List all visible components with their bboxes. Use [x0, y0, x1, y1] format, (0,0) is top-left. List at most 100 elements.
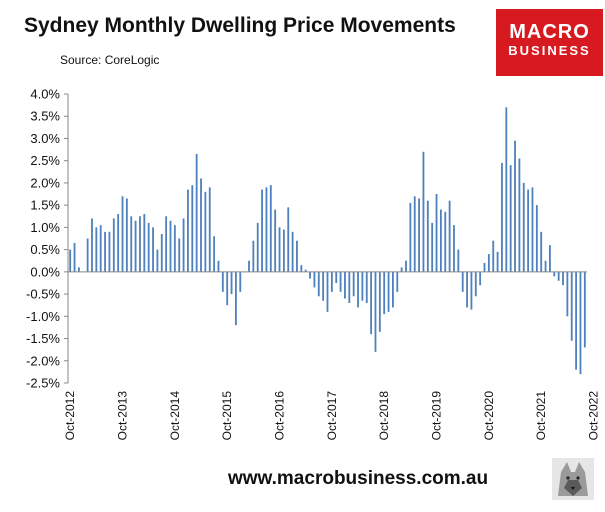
bar [531, 187, 534, 272]
bar [317, 271, 320, 297]
bar [422, 151, 425, 272]
bar [204, 191, 207, 272]
bar [387, 271, 390, 312]
bar [200, 178, 202, 272]
bar [152, 227, 154, 272]
bar [496, 251, 499, 272]
bar [112, 218, 115, 272]
bar [453, 225, 455, 272]
bar [143, 214, 146, 272]
x-tick-label: Oct-2019 [430, 391, 444, 441]
bar [269, 185, 272, 272]
y-tick-label: -2.0% [26, 353, 60, 368]
bar [108, 231, 111, 272]
y-tick-label: 1.0% [30, 220, 60, 235]
bar [313, 271, 316, 288]
bar [444, 211, 447, 272]
bar [191, 185, 194, 272]
x-tick-label: Oct-2015 [220, 391, 234, 441]
chart-title: Sydney Monthly Dwelling Price Movements [24, 14, 456, 37]
x-tick-label: Oct-2020 [482, 391, 496, 441]
wolf-logo-icon [552, 458, 594, 500]
bar [104, 231, 106, 272]
bar [374, 271, 377, 352]
y-tick-label: 0.0% [30, 264, 60, 279]
bar [226, 271, 229, 306]
bar [505, 107, 508, 272]
bar [252, 240, 255, 272]
bar [91, 218, 93, 272]
logo-line-macro: MACRO [509, 21, 590, 43]
bar [86, 238, 89, 272]
x-tick-label: Oct-2016 [273, 391, 287, 441]
bar [527, 189, 530, 272]
bar [448, 200, 451, 272]
bar [514, 140, 516, 272]
y-tick-label: -1.0% [26, 309, 60, 324]
bar [365, 271, 368, 303]
bar [134, 220, 137, 272]
bar [73, 242, 76, 272]
bar [208, 187, 211, 272]
bar [352, 271, 355, 297]
bar [570, 271, 573, 341]
bar [487, 254, 490, 272]
bar [566, 271, 569, 317]
bar [330, 271, 333, 292]
bar [435, 194, 438, 272]
bar [287, 207, 290, 272]
bar [173, 225, 176, 272]
bar [575, 271, 578, 370]
bar [579, 271, 582, 375]
bar [117, 214, 120, 272]
bar [282, 229, 285, 272]
bar [405, 260, 407, 272]
x-tick-label: Oct-2012 [63, 391, 77, 441]
bar [370, 271, 373, 335]
bar [509, 165, 512, 272]
bar [483, 262, 486, 272]
y-tick-label: 2.5% [30, 153, 60, 168]
bar [339, 271, 342, 292]
bar [248, 260, 250, 272]
bar [413, 196, 416, 272]
bar [296, 240, 298, 272]
bar [357, 271, 359, 308]
x-tick-label: Oct-2018 [377, 391, 391, 441]
x-tick-label: Oct-2014 [168, 391, 182, 441]
bar [400, 267, 403, 272]
bar [470, 271, 473, 310]
bar [291, 231, 294, 272]
bar [165, 216, 168, 272]
y-tick-label: 2.0% [30, 175, 60, 190]
bar [348, 271, 351, 303]
bar [326, 271, 329, 312]
bar [230, 271, 233, 295]
bar [549, 245, 551, 272]
bar [169, 220, 172, 272]
bar [457, 249, 460, 272]
bar [522, 182, 525, 272]
bar [121, 196, 124, 272]
bar [479, 271, 482, 286]
bar [426, 200, 429, 272]
bar [466, 271, 468, 308]
bar [562, 271, 564, 286]
y-tick-label: -1.5% [26, 331, 60, 346]
y-tick-label: -0.5% [26, 287, 60, 302]
bar [130, 216, 133, 272]
bar [431, 222, 434, 272]
footer-url[interactable]: www.macrobusiness.com.au [228, 468, 489, 489]
bar [553, 271, 556, 277]
bar [557, 271, 560, 281]
y-tick-label: 3.5% [30, 109, 60, 124]
bar [77, 267, 80, 272]
bar [418, 198, 420, 272]
bar [217, 260, 220, 272]
bar [409, 202, 412, 272]
bar [544, 260, 547, 272]
bar [439, 209, 442, 272]
y-tick-label: -2.5% [26, 376, 60, 391]
bar [213, 236, 216, 272]
bar [139, 216, 141, 272]
